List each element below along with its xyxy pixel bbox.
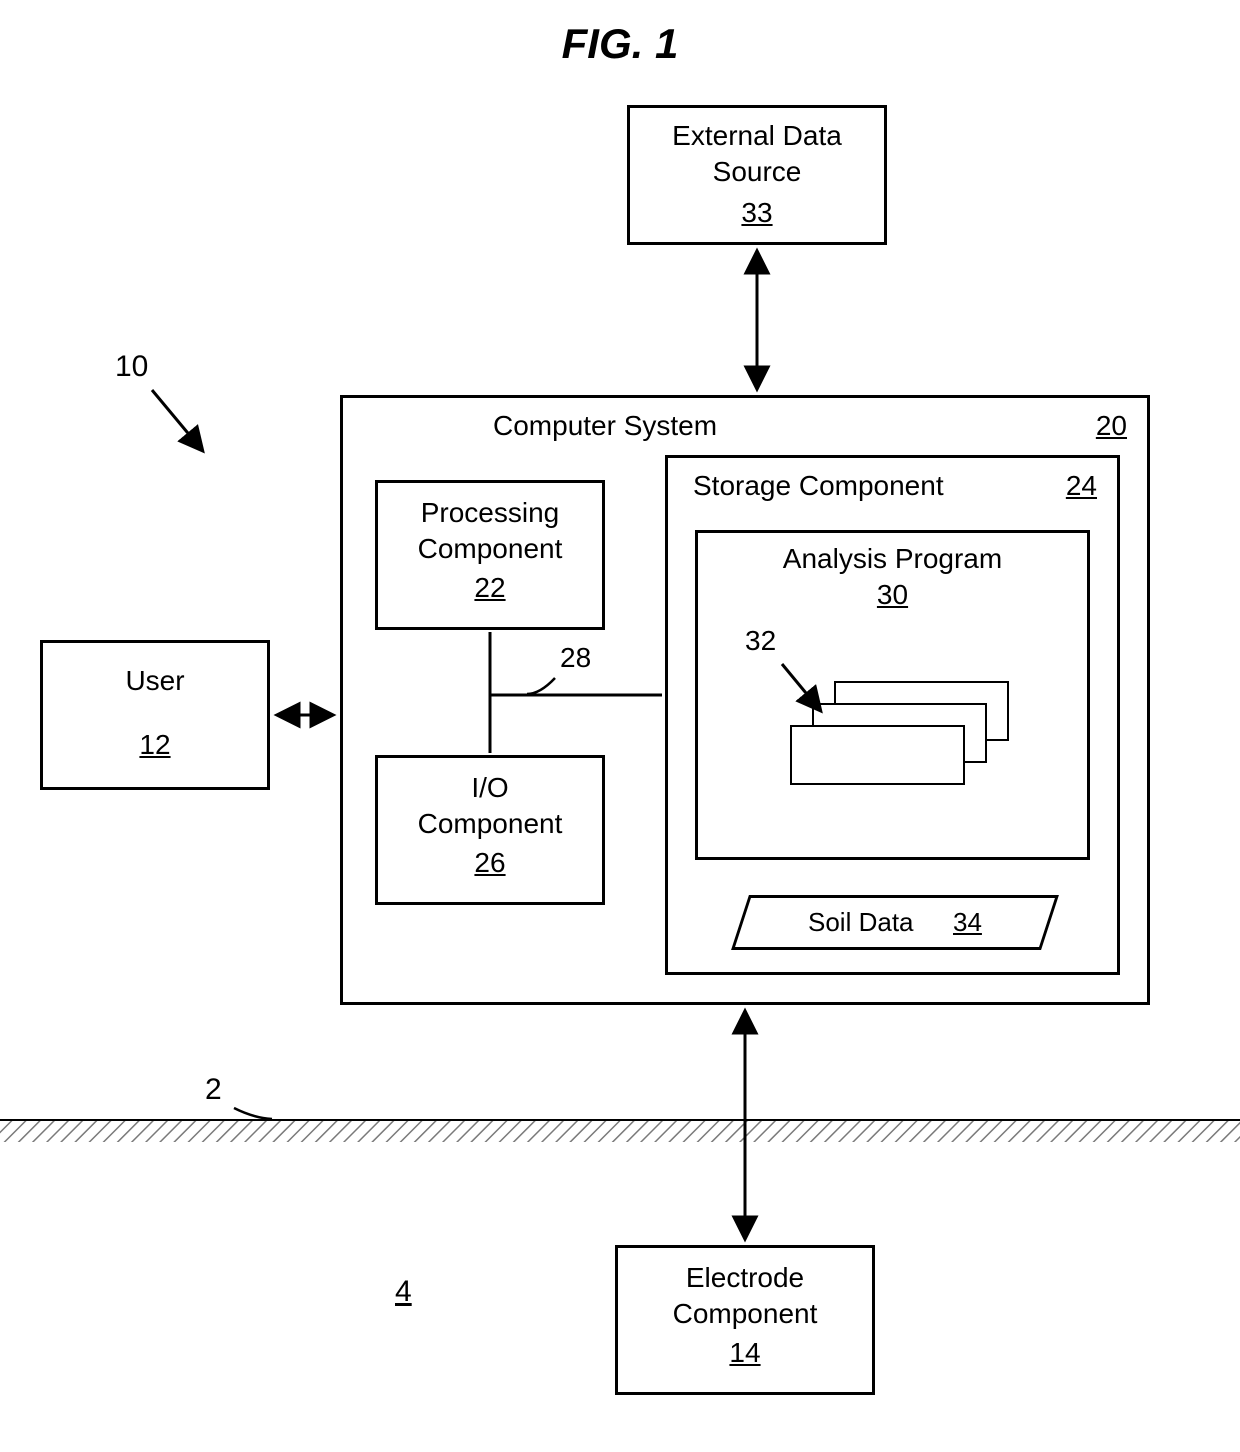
electrode-component-label: ElectrodeComponent — [618, 1260, 872, 1333]
analysis-program-label: Analysis Program — [698, 543, 1087, 575]
io-component-box: I/OComponent 26 — [375, 755, 605, 905]
electrode-component-ref: 14 — [618, 1337, 872, 1369]
external-data-source-box: External DataSource 33 — [627, 105, 887, 245]
module-stack-front — [790, 725, 965, 785]
analysis-program-ref: 30 — [698, 579, 1087, 611]
user-box: User 12 — [40, 640, 270, 790]
storage-component-label: Storage Component — [693, 470, 944, 502]
subsurface-4-label: 4 — [395, 1275, 412, 1309]
storage-component-ref: 24 — [1066, 470, 1097, 502]
processing-component-ref: 22 — [378, 572, 602, 604]
ground-hatching — [0, 1120, 1240, 1142]
ground-2-label: 2 — [205, 1073, 222, 1107]
electrode-component-box: ElectrodeComponent 14 — [615, 1245, 875, 1395]
leader-2 — [234, 1108, 272, 1119]
soil-data-ref: 34 — [953, 907, 982, 938]
computer-system-label: Computer System — [493, 410, 717, 442]
soil-data-box: Soil Data 34 — [731, 895, 1059, 950]
external-data-source-label: External DataSource — [630, 118, 884, 191]
stack-32-label: 32 — [745, 625, 776, 657]
pointer-10-label: 10 — [115, 350, 148, 384]
computer-system-ref: 20 — [1096, 410, 1127, 442]
processing-component-box: ProcessingComponent 22 — [375, 480, 605, 630]
user-ref: 12 — [43, 729, 267, 761]
figure-title: FIG. 1 — [450, 20, 790, 68]
user-label: User — [43, 663, 267, 699]
external-data-source-ref: 33 — [630, 197, 884, 229]
soil-data-label: Soil Data — [808, 907, 914, 938]
io-component-ref: 26 — [378, 847, 602, 879]
connector-28-label: 28 — [560, 642, 591, 674]
pointer-10-arrow — [152, 390, 202, 450]
processing-component-label: ProcessingComponent — [378, 495, 602, 568]
io-component-label: I/OComponent — [378, 770, 602, 843]
